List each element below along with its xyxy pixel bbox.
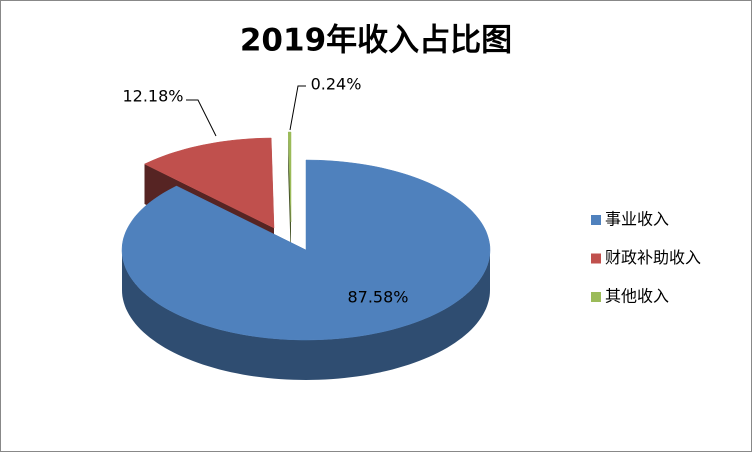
slice-tops: 87.58% 12.18% 0.24% — [121, 75, 491, 341]
labels — [186, 85, 306, 137]
legend-swatch — [591, 292, 601, 302]
leader-line — [186, 99, 217, 137]
legend-swatch — [591, 215, 601, 225]
slice-face — [288, 132, 291, 262]
leader-line — [289, 85, 306, 131]
slice — [143, 137, 275, 229]
pie: 87.58% 12.18% 0.24% — [121, 75, 491, 380]
data-label: 12.18% — [122, 87, 183, 106]
data-label: 87.58% — [347, 288, 408, 307]
slice — [121, 159, 491, 341]
legend-swatch — [591, 253, 601, 264]
chart-title: 2019年收入占比图 — [240, 23, 512, 59]
legend-label: 其他收入 — [605, 287, 669, 306]
data-label: 0.24% — [311, 75, 362, 94]
slice-side — [122, 250, 490, 380]
legend-label: 事业收入 — [605, 210, 669, 229]
slice — [287, 131, 292, 223]
legend-label: 财政补助收入 — [605, 248, 701, 267]
